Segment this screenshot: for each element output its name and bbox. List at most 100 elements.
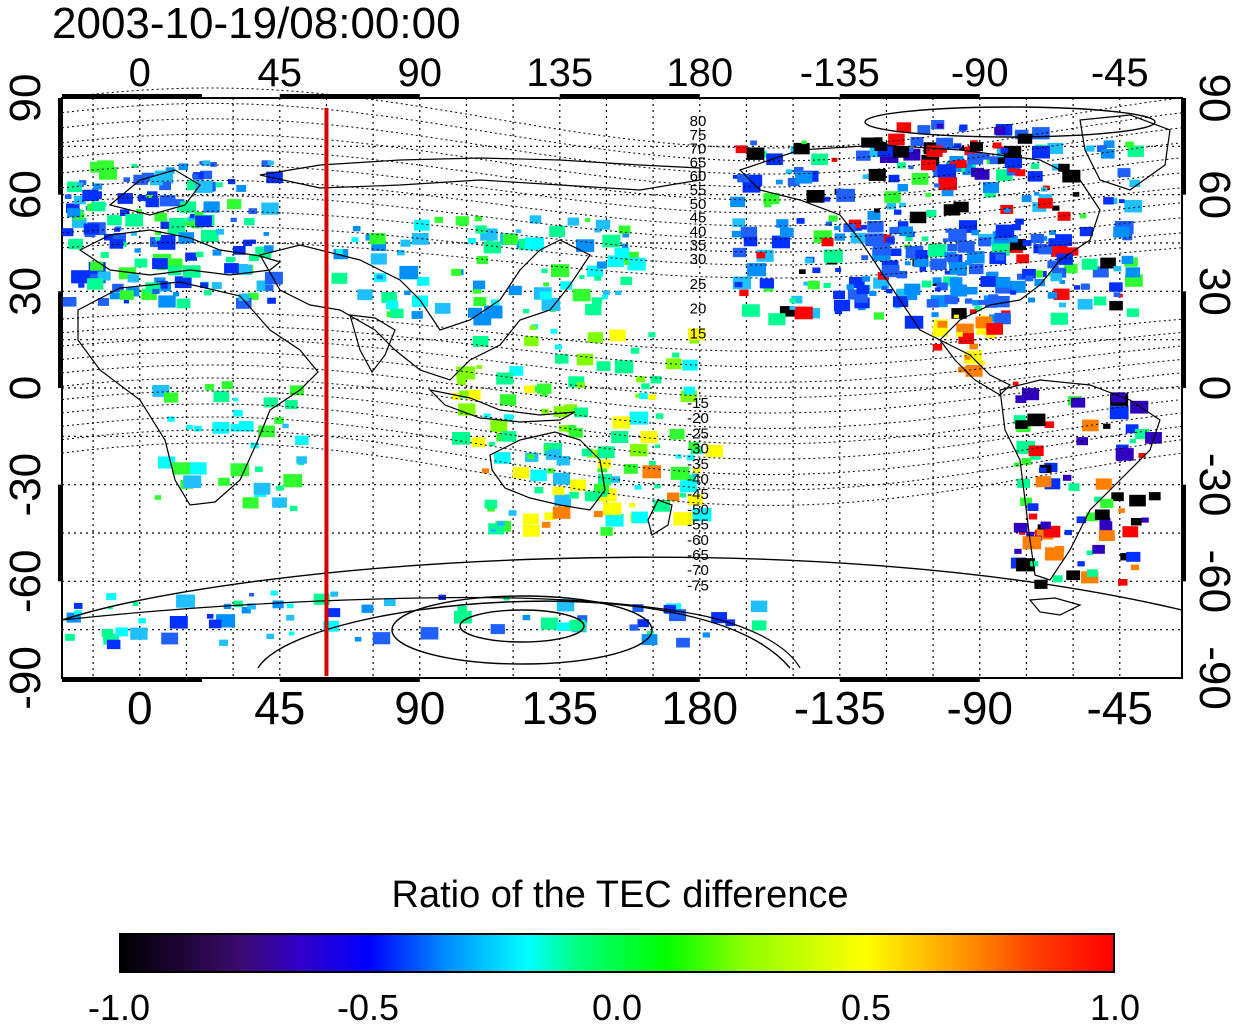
tec-pixel: [361, 604, 374, 613]
tec-pixel: [1066, 570, 1081, 581]
tec-pixel: [959, 146, 965, 151]
tec-pixel: [983, 295, 991, 301]
tec-pixel: [1135, 429, 1150, 440]
tec-pixel: [957, 240, 975, 253]
tec-pixel: [928, 244, 947, 257]
tec-pixel: [632, 604, 644, 612]
tec-pixel: [847, 289, 863, 300]
tec-pixel: [964, 260, 972, 265]
tec-pixel: [834, 225, 841, 231]
tec-pixel: [756, 252, 766, 259]
colorbar-tick: -1.0: [87, 987, 151, 1028]
tec-pixel: [942, 238, 949, 242]
tec-pixel: [624, 261, 630, 265]
tec-pixel: [1027, 171, 1043, 182]
frame-bar-right: [1181, 484, 1186, 582]
tec-pixel: [610, 476, 621, 483]
tec-pixel: [897, 184, 908, 192]
tec-pixel: [926, 299, 939, 308]
tec-pixel: [881, 285, 888, 290]
tec-pixel: [558, 425, 568, 432]
tec-pixel: [796, 218, 805, 224]
tec-pixel: [905, 235, 913, 241]
coast-asia: [259, 239, 591, 381]
tec-pixel: [602, 290, 610, 296]
tec-pixel: [759, 278, 774, 289]
tec-pixel: [1141, 517, 1149, 523]
tec-pixel: [1010, 290, 1017, 295]
tec-pixel: [1021, 195, 1032, 203]
tec-pixel: [861, 255, 869, 261]
tec-pixel: [654, 444, 660, 449]
tec-pixel: [1099, 517, 1111, 526]
contour-label: -70: [687, 562, 709, 579]
tec-pixel: [263, 245, 274, 253]
tec-pixel: [1015, 218, 1024, 225]
tec-pixel: [953, 201, 969, 213]
tec-pixel: [496, 372, 514, 385]
tec-pixel: [1117, 168, 1131, 178]
bottom-lon-label: -135: [794, 682, 886, 734]
tec-pixel: [472, 335, 489, 347]
contour-label: -35: [687, 456, 709, 473]
tec-pixel: [1050, 245, 1068, 257]
tec-pixel: [256, 280, 273, 292]
tec-pixel: [67, 181, 82, 192]
tec-pixel: [1118, 579, 1128, 586]
tec-pixel: [522, 614, 531, 621]
tec-pixel: [557, 622, 570, 631]
tec-pixel: [1021, 457, 1032, 465]
tec-pixel: [242, 497, 259, 509]
left-lat-labels: 90 60 30 0 -30 -60 -90: [1, 74, 50, 710]
tec-pixel: [629, 624, 639, 631]
tec-pixel: [255, 466, 263, 472]
coast-central-america: [939, 339, 1012, 396]
contour-line: [61, 226, 1183, 266]
tec-pixel: [100, 252, 109, 258]
tec-pixel: [286, 603, 294, 609]
tec-pixel: [634, 484, 642, 490]
tec-pixel: [932, 344, 943, 351]
tec-pixel: [980, 276, 996, 287]
tec-pixel: [1073, 285, 1081, 290]
tec-pixel: [185, 221, 192, 227]
tec-pixel: [622, 232, 630, 238]
tec-pixel: [201, 229, 219, 243]
tec-pixel: [1076, 516, 1087, 524]
tec-pixel: [629, 444, 648, 457]
tec-pixel: [107, 605, 113, 610]
tec-pixel: [134, 258, 148, 268]
tec-pixel: [230, 217, 237, 222]
tec-pixel: [476, 256, 489, 265]
left-lat-label: 30: [1, 267, 50, 316]
tec-pixel: [289, 505, 298, 512]
tec-pixel: [746, 147, 765, 160]
tec-pixel: [152, 385, 170, 397]
tec-pixel: [1062, 474, 1072, 481]
tec-pixel: [119, 290, 134, 300]
bottom-lon-label: 0: [127, 682, 153, 734]
tec-pixel: [823, 249, 843, 263]
tec-pixel: [327, 608, 341, 618]
tec-pixel: [908, 165, 914, 170]
tec-pixel: [931, 312, 939, 318]
tec-pixel: [455, 615, 464, 622]
tec-pixel: [804, 257, 814, 264]
tec-pixel: [1130, 564, 1139, 571]
tec-pixel: [574, 407, 588, 418]
tec-pixel: [970, 142, 983, 152]
tec-pixel: [534, 487, 544, 494]
tec-pixel: [1072, 192, 1080, 197]
tec-pixel: [631, 511, 648, 524]
tec-pixel: [172, 462, 190, 475]
tec-pixel: [283, 474, 303, 488]
contour-label: 45: [690, 210, 707, 227]
tec-pixel: [629, 503, 636, 508]
tec-pixel: [869, 290, 877, 296]
tec-pixel: [167, 416, 175, 422]
tec-pixel: [76, 182, 84, 187]
tec-pixel: [995, 277, 1011, 288]
tec-pixel: [679, 480, 697, 493]
tec-pixel: [490, 420, 508, 433]
tec-pixel: [285, 400, 298, 409]
